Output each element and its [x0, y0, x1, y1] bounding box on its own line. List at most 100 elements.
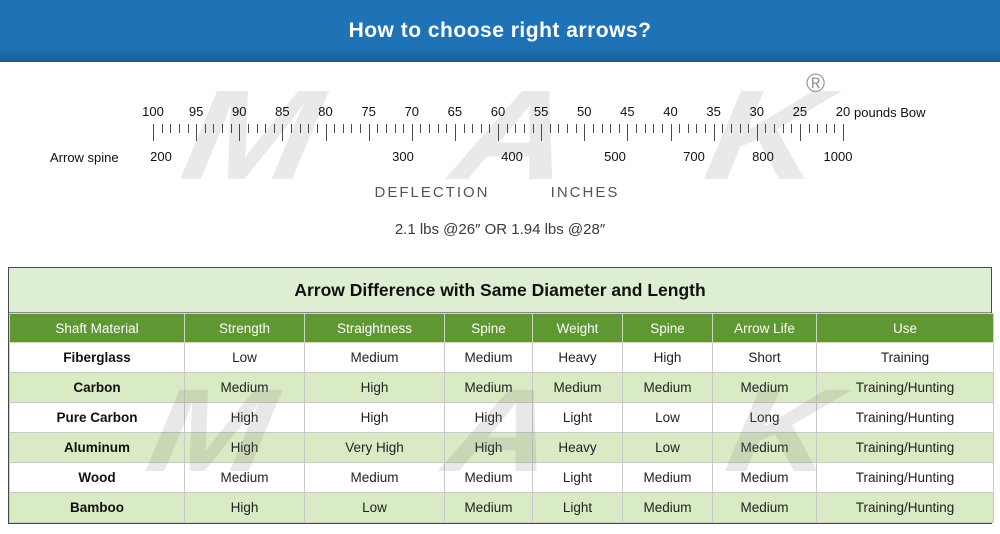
column-header: Use: [816, 313, 994, 343]
shaft-material-cell: Aluminum: [9, 432, 185, 463]
spec-cell: Short: [712, 342, 817, 373]
page-title: How to choose right arrows?: [348, 19, 652, 42]
ruler-tick: [394, 124, 396, 133]
ruler-tick: [601, 124, 603, 133]
shaft-material-cell: Pure Carbon: [9, 402, 185, 433]
registered-trademark-icon: ®: [806, 68, 826, 98]
spine-value: 1000: [823, 149, 853, 164]
ruler-tick: [239, 124, 241, 141]
spec-cell: Medium: [444, 462, 533, 493]
spec-cell: High: [184, 492, 305, 523]
pound-value: 35: [706, 104, 721, 119]
ruler-tick: [713, 124, 715, 141]
ruler-tick: [222, 124, 223, 133]
spec-cell: Medium: [304, 462, 445, 493]
ruler-tick: [334, 124, 336, 133]
ruler-tick: [472, 124, 474, 133]
table-row: Pure Carbon High High High Light Low Long Train…: [9, 402, 994, 433]
column-header: Spine: [622, 313, 713, 343]
ruler-tick: [739, 124, 741, 133]
spec-cell: Long: [712, 402, 817, 433]
spine-value: 300: [392, 149, 414, 164]
deflection-note: 2.1 lbs @26″ OR 1.94 lbs @28″: [394, 221, 606, 238]
ruler-tick: [446, 124, 448, 133]
ruler-tick: [808, 124, 810, 133]
ruler-tick: [213, 124, 215, 133]
shaft-material-cell: Carbon: [9, 372, 185, 403]
spec-cell: Medium: [622, 462, 713, 493]
pound-value: 55: [533, 104, 549, 119]
spec-cell: Training/Hunting: [816, 492, 994, 523]
spec-cell: Heavy: [532, 432, 623, 463]
ruler-tick: [687, 124, 689, 133]
ruler-tick: [610, 124, 612, 133]
spine-value: 200: [150, 149, 172, 164]
spec-cell: Medium: [712, 372, 817, 403]
table-row: Wood Medium Medium Medium Light Medium Medium T…: [9, 462, 994, 493]
ruler-tick: [308, 124, 310, 133]
table-row: Bamboo High Low Medium Light Medium Medium Trai…: [9, 492, 994, 523]
ruler-tick: [247, 124, 249, 133]
spec-cell: Heavy: [532, 342, 623, 373]
ruler-tick: [463, 124, 465, 133]
table-header-row: Shaft Material Strength Straightness Spine W…: [9, 313, 994, 343]
pound-value: 85: [275, 104, 290, 119]
ruler-tick: [730, 124, 732, 133]
ruler-tick: [351, 124, 353, 133]
ruler-tick: [825, 124, 827, 133]
spine-value: 400: [501, 149, 523, 164]
ruler-tick: [575, 124, 577, 133]
spine-value: 800: [752, 149, 774, 164]
spine-scale: 200 300 400 500 700 800 1000: [0, 149, 1000, 165]
spine-value: 700: [683, 149, 705, 164]
spec-cell: Very High: [304, 432, 445, 463]
pounds-unit-label: pounds Bow: [854, 105, 926, 120]
spec-cell: Medium: [444, 372, 533, 403]
spec-cell: Training/Hunting: [816, 402, 994, 433]
spec-cell: Medium: [304, 342, 445, 373]
pound-value: 80: [318, 104, 333, 119]
ruler-tick: [368, 124, 370, 141]
pound-value: 50: [577, 104, 592, 119]
pound-value: 100: [142, 104, 164, 119]
pounds-scale: 100 95 90 85 80 75 70 65 60 55 50 45 40 35 30 25 20: [0, 104, 1000, 120]
ruler-tick: [291, 124, 292, 133]
ruler-tick: [299, 124, 301, 133]
ruler-tick: [480, 124, 482, 133]
ruler-tick: [204, 124, 206, 133]
column-header: Arrow Life: [712, 313, 817, 343]
ruler-tick: [377, 124, 379, 133]
spec-cell: Light: [532, 402, 623, 433]
pound-value: 60: [490, 104, 506, 119]
spec-cell: Training/Hunting: [816, 432, 994, 463]
shaft-material-cell: Fiberglass: [9, 342, 185, 373]
spec-cell: Medium: [712, 462, 817, 493]
shaft-material-cell: Wood: [9, 462, 185, 493]
spec-cell: Low: [622, 432, 713, 463]
pound-value: 45: [620, 104, 635, 119]
spec-cell: Medium: [184, 462, 305, 493]
spec-cell: Medium: [444, 492, 533, 523]
ruler-tick: [843, 124, 844, 141]
spec-cell: Light: [532, 462, 623, 493]
pound-value: 30: [749, 104, 764, 119]
ruler-tick: [834, 124, 836, 133]
spec-cell: High: [184, 432, 305, 463]
ruler-tick: [748, 124, 750, 133]
ruler-tick: [411, 124, 413, 141]
pound-value: 95: [188, 104, 204, 119]
ruler-tick: [506, 124, 508, 133]
column-header: Strength: [184, 313, 305, 343]
ruler-tick: [161, 124, 163, 133]
ruler-tick: [196, 124, 198, 141]
ruler-tick: [661, 124, 663, 133]
ruler-tick: [178, 124, 180, 133]
ruler-tick: [498, 124, 499, 141]
ruler-tick: [265, 124, 267, 133]
ruler-tick: [549, 124, 551, 133]
column-header: Spine: [444, 313, 533, 343]
spec-cell: Medium: [712, 492, 817, 523]
ruler-tick: [584, 124, 586, 141]
table-row: Aluminum High Very High High Heavy Low Medium T…: [9, 432, 994, 463]
